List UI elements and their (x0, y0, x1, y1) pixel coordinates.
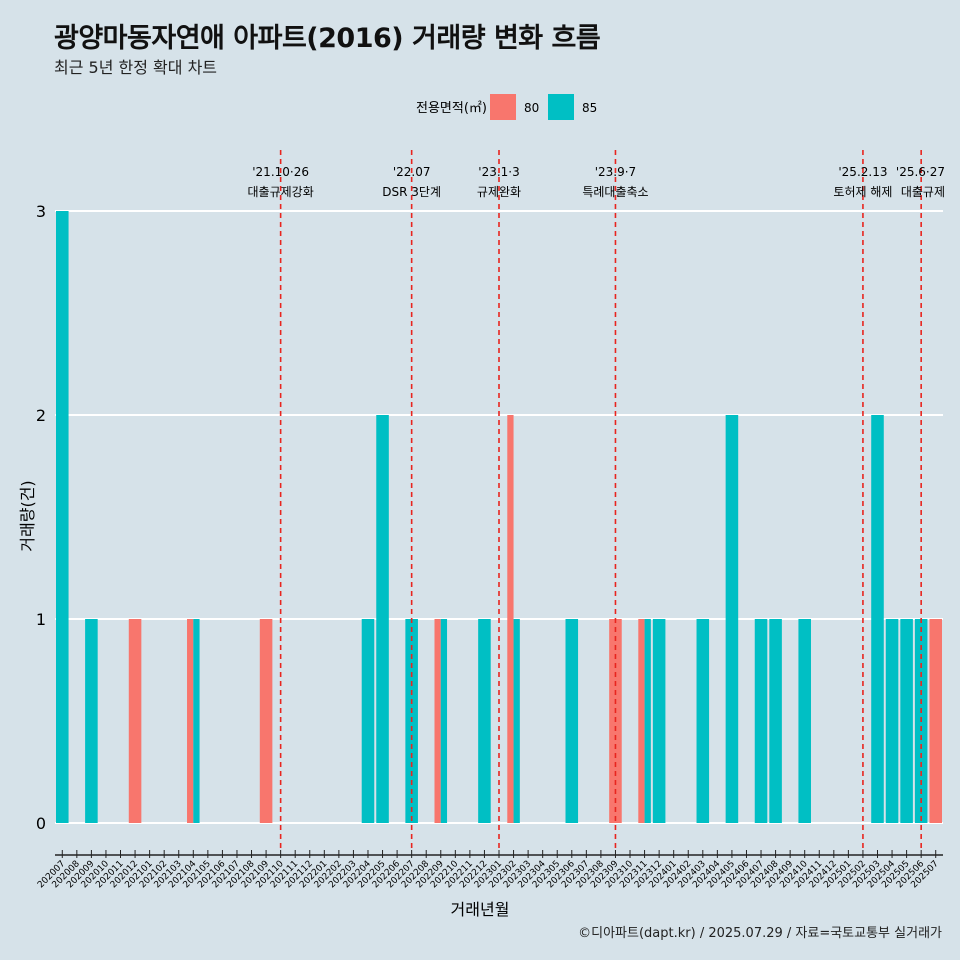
bar-85 (696, 619, 710, 823)
bar-85 (769, 619, 782, 823)
bar-80 (638, 619, 645, 823)
event-date: '22.07 (393, 165, 431, 179)
bar-85 (885, 619, 899, 823)
legend-key-80[interactable] (490, 94, 516, 120)
bar-80 (187, 619, 194, 823)
chart-title: 광양마동자연애 아파트(2016) 거래량 변화 흐름 (54, 23, 601, 54)
y-tick-label: 0 (36, 814, 46, 833)
bar-85 (478, 619, 491, 823)
bar-80 (507, 415, 514, 823)
bar-85 (193, 619, 200, 823)
bars (56, 211, 942, 823)
legend-label-80: 80 (524, 101, 539, 115)
y-tick-label: 1 (36, 610, 46, 629)
bar-85 (900, 619, 913, 823)
event-date: '23.1·3 (478, 165, 519, 179)
x-axis-label: 거래년월 (451, 900, 510, 919)
bar-85 (644, 619, 651, 823)
event-label: 대출규제 (901, 185, 945, 199)
bar-80 (434, 619, 441, 823)
event-date: '25.2.13 (838, 165, 887, 179)
event-lines: '21.10·26 대출규제강화 '22.07 DSR 3단계 '23.1·3 규제완화 '… (248, 150, 945, 850)
legend-key-85[interactable] (548, 94, 574, 120)
bar-85 (565, 619, 579, 823)
bar-80 (929, 619, 942, 823)
bar-85 (871, 415, 884, 823)
bar-85 (361, 619, 375, 823)
event-label: 대출규제강화 (248, 185, 314, 199)
event-label: 규제완화 (477, 185, 521, 199)
y-tick-label: 3 (36, 202, 46, 221)
legend-label-85: 85 (582, 101, 597, 115)
source-caption: ©디아파트(dapt.kr) / 2025.07.29 / 자료=국토교통부 실… (578, 926, 942, 941)
bar-85 (798, 619, 811, 823)
bar-85 (725, 415, 739, 823)
bar-85 (56, 211, 69, 823)
y-tick-label: 2 (36, 406, 46, 425)
bar-80 (259, 619, 273, 823)
bar-85 (440, 619, 448, 823)
bar-85 (376, 415, 389, 823)
event-date: '23.9·7 (595, 165, 636, 179)
legend: 전용면적(㎡) 80 85 (416, 94, 597, 120)
legend-title: 전용면적(㎡) (416, 101, 487, 116)
bar-85 (513, 619, 520, 823)
bar-85 (652, 619, 666, 823)
bar-85 (85, 619, 98, 823)
axes: 2020072020082020092020102020112020122021… (36, 850, 943, 890)
event-label: 토허제 해제 (833, 185, 892, 199)
event-label: DSR 3단계 (382, 185, 441, 199)
event-date: '25.6·27 (896, 165, 945, 179)
chart-subtitle: 최근 5년 한정 확대 차트 (54, 58, 218, 77)
y-axis-label: 거래량(건) (18, 480, 37, 551)
event-date: '21.10·26 (252, 165, 309, 179)
bar-80 (128, 619, 142, 823)
event-label: 특례대출축소 (582, 185, 648, 199)
bar-85 (754, 619, 768, 823)
